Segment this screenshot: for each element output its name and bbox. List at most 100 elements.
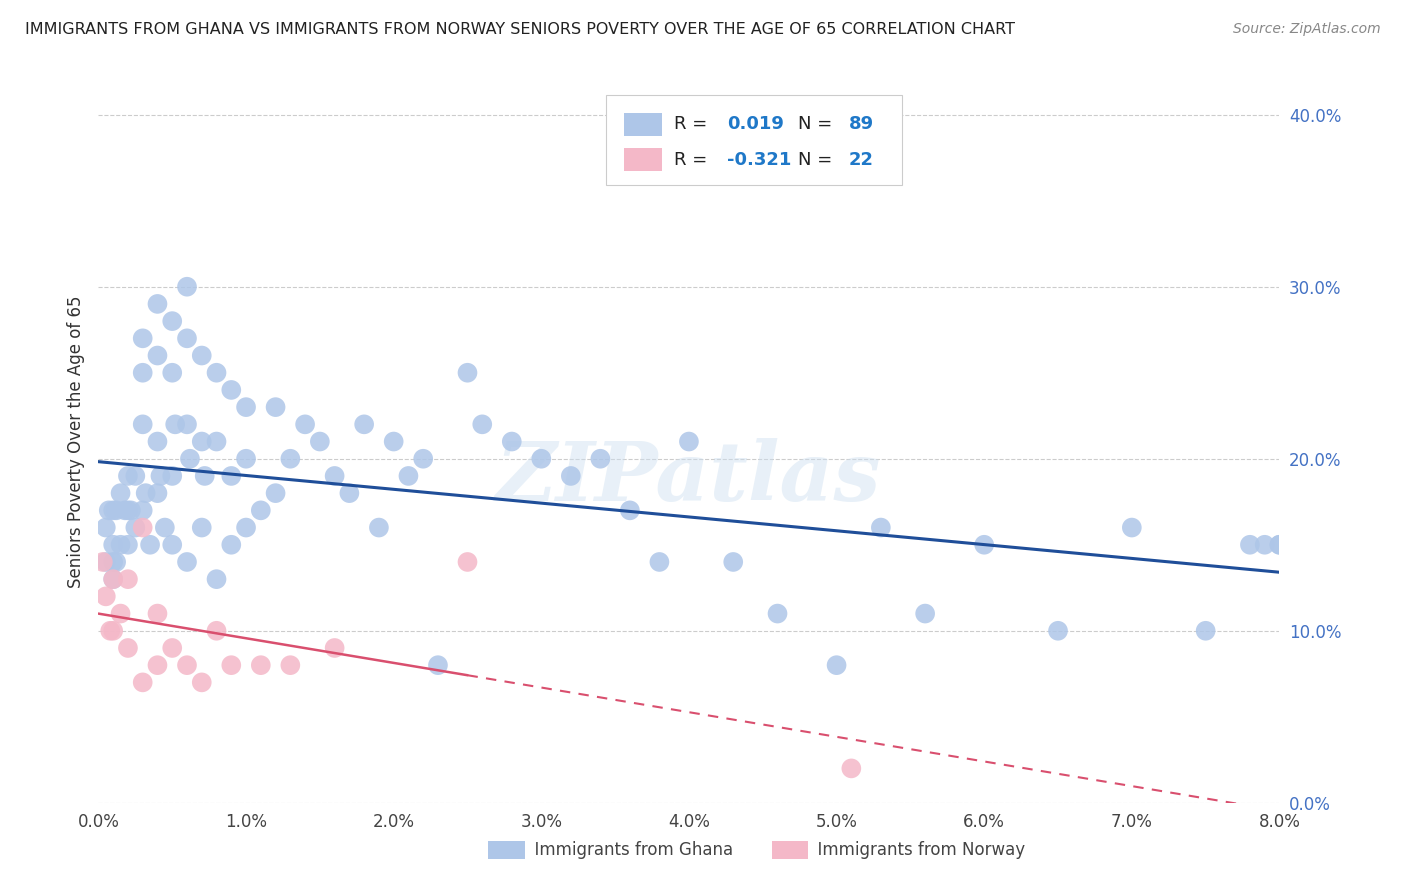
Point xyxy=(105,503,128,517)
Point xyxy=(153,520,176,534)
Point xyxy=(309,434,332,449)
Point xyxy=(205,366,228,380)
Point xyxy=(398,469,420,483)
Point xyxy=(1195,624,1218,638)
Point xyxy=(124,520,146,534)
Point xyxy=(117,640,139,655)
Point xyxy=(323,640,346,655)
Point xyxy=(98,624,121,638)
Point xyxy=(766,607,789,621)
Point xyxy=(471,417,494,432)
Point xyxy=(280,658,302,673)
Point xyxy=(191,349,214,363)
Point xyxy=(589,451,612,466)
Point xyxy=(139,538,162,552)
Point xyxy=(427,658,450,673)
Text: R =: R = xyxy=(673,115,713,133)
Point xyxy=(146,349,169,363)
Point xyxy=(162,640,183,655)
Point xyxy=(132,520,155,534)
Point xyxy=(619,503,641,517)
Point xyxy=(264,400,287,414)
Point xyxy=(146,297,169,311)
Point xyxy=(103,572,125,586)
Point xyxy=(841,761,863,775)
Point xyxy=(110,538,132,552)
Point xyxy=(146,607,169,621)
Point xyxy=(870,520,893,534)
Point xyxy=(176,555,198,569)
Text: R =: R = xyxy=(673,151,713,169)
Point xyxy=(501,434,523,449)
Text: Immigrants from Norway: Immigrants from Norway xyxy=(807,841,1025,859)
Point xyxy=(221,469,243,483)
Point xyxy=(94,555,117,569)
Point xyxy=(368,520,391,534)
Point xyxy=(97,503,120,517)
Text: 22: 22 xyxy=(848,151,873,169)
Point xyxy=(103,538,125,552)
Point xyxy=(103,503,125,517)
Point xyxy=(1268,538,1291,552)
Point xyxy=(678,434,700,449)
Point xyxy=(973,538,995,552)
Y-axis label: Seniors Poverty Over the Age of 65: Seniors Poverty Over the Age of 65 xyxy=(66,295,84,588)
Point xyxy=(353,417,375,432)
Point xyxy=(162,314,183,328)
Bar xyxy=(624,112,662,136)
Text: N =: N = xyxy=(797,151,838,169)
Point xyxy=(1121,520,1143,534)
Point xyxy=(132,331,155,345)
Point xyxy=(132,417,155,432)
Point xyxy=(235,520,257,534)
Bar xyxy=(772,841,808,859)
Point xyxy=(146,434,169,449)
Point xyxy=(94,590,117,604)
Point xyxy=(149,469,172,483)
Point xyxy=(825,658,848,673)
Point xyxy=(1268,538,1291,552)
Point xyxy=(250,658,273,673)
Point xyxy=(94,520,117,534)
Bar xyxy=(624,148,662,171)
Point xyxy=(176,658,198,673)
Point xyxy=(176,331,198,345)
Point xyxy=(132,675,155,690)
Text: -0.321: -0.321 xyxy=(727,151,792,169)
Point xyxy=(205,624,228,638)
Point xyxy=(110,486,132,500)
Point xyxy=(457,555,479,569)
Point xyxy=(132,503,155,517)
Point xyxy=(1046,624,1070,638)
Point xyxy=(560,469,582,483)
Point xyxy=(194,469,217,483)
Text: IMMIGRANTS FROM GHANA VS IMMIGRANTS FROM NORWAY SENIORS POVERTY OVER THE AGE OF : IMMIGRANTS FROM GHANA VS IMMIGRANTS FROM… xyxy=(25,22,1015,37)
Point xyxy=(1254,538,1277,552)
Point xyxy=(91,555,114,569)
Text: Source: ZipAtlas.com: Source: ZipAtlas.com xyxy=(1233,22,1381,37)
FancyBboxPatch shape xyxy=(606,95,901,185)
Point xyxy=(117,538,139,552)
Point xyxy=(162,366,183,380)
Point xyxy=(264,486,287,500)
Point xyxy=(339,486,361,500)
Point xyxy=(176,279,198,293)
Point xyxy=(162,469,183,483)
Point xyxy=(648,555,671,569)
Point xyxy=(146,658,169,673)
Point xyxy=(723,555,745,569)
Point xyxy=(205,434,228,449)
Point xyxy=(117,469,139,483)
Point xyxy=(179,451,201,466)
Point xyxy=(221,383,243,397)
Point xyxy=(914,607,936,621)
Bar xyxy=(488,841,524,859)
Point xyxy=(280,451,302,466)
Point xyxy=(382,434,405,449)
Point xyxy=(117,572,139,586)
Point xyxy=(205,572,228,586)
Point xyxy=(530,451,553,466)
Point xyxy=(124,469,146,483)
Point xyxy=(114,503,136,517)
Point xyxy=(1239,538,1261,552)
